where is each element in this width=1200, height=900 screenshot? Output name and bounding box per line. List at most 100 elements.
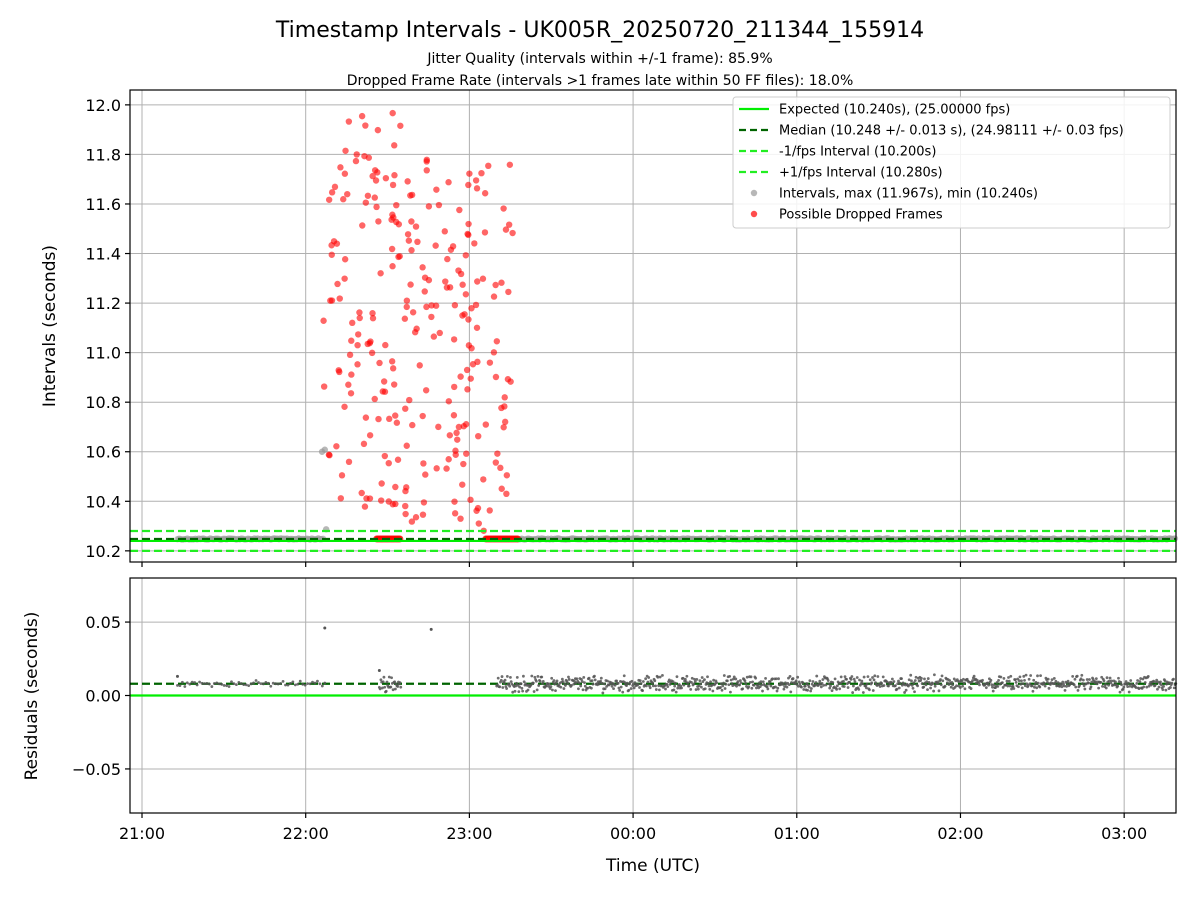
dropped-frame-point (481, 190, 489, 197)
dropped-frame-point (408, 191, 416, 199)
dropped-frame-point (342, 147, 349, 154)
residual-point (534, 679, 538, 683)
intervals-panel: 10.2 10.4 10.6 10.8 11.0 11.2 11.4 11.6 11.8 12.0… (40, 89, 1179, 567)
residual-point (1156, 687, 1159, 691)
residual-point (252, 681, 255, 685)
residual-point (699, 682, 703, 686)
dropped-frame-point (391, 172, 398, 179)
dropped-frame-point (498, 404, 505, 412)
dropped-frame-point (473, 507, 480, 514)
residual-point (185, 681, 189, 685)
dropped-frame-point (443, 465, 450, 472)
residual-point (1164, 688, 1168, 692)
residual-point (210, 685, 214, 688)
residual-point (520, 686, 524, 690)
residual-point (1109, 681, 1113, 685)
dropped-frame-point (381, 452, 389, 460)
residual-point (876, 675, 880, 678)
residual-point (1030, 684, 1034, 688)
residual-point (913, 690, 916, 694)
residual-point (689, 687, 693, 691)
residual-point (647, 676, 651, 679)
residual-point (774, 685, 777, 689)
dropped-frame-point (389, 211, 396, 218)
residual-point (932, 673, 936, 677)
residual-point (710, 683, 714, 687)
residual-point (664, 687, 667, 691)
residual-point (1038, 685, 1042, 689)
residual-point (729, 690, 732, 694)
residual-point (703, 687, 707, 691)
residual-point (1071, 674, 1075, 678)
dropped-frame-point (394, 456, 402, 463)
residual-point (513, 689, 517, 693)
dropped-frame-point (395, 221, 403, 228)
residual-point (551, 688, 554, 692)
dropped-frame-point (498, 485, 505, 492)
dropped-frame-point (402, 502, 409, 510)
dropped-frame-point (369, 315, 377, 322)
residual-point (986, 681, 990, 685)
residual-point (939, 678, 942, 681)
residual-point (700, 676, 704, 679)
residual-point (1080, 673, 1084, 677)
dropped-frame-point (421, 288, 428, 295)
residual-point (1023, 678, 1026, 682)
residual-point (1114, 680, 1117, 684)
dropped-frame-point (442, 278, 449, 285)
dropped-frame-point (372, 177, 380, 184)
residual-point (842, 679, 845, 683)
dropped-frame-point (320, 317, 327, 324)
dropped-frame-point (420, 460, 427, 467)
residual-point (674, 690, 678, 694)
dropped-frame-point (337, 495, 345, 502)
residual-point (625, 681, 629, 685)
residual-point (809, 689, 813, 693)
residual-point (583, 681, 586, 685)
residual-point (518, 685, 521, 689)
residual-point (590, 679, 594, 683)
residual-point (1152, 679, 1156, 683)
dropped-frame-point (419, 511, 427, 518)
dropped-frame-point (334, 280, 341, 288)
dropped-frame-point (374, 169, 381, 176)
residual-point (1034, 681, 1038, 684)
dropped-frame-point (391, 142, 398, 149)
dropped-frame-point (328, 297, 336, 304)
residual-point (909, 673, 913, 677)
residual-point (846, 686, 850, 689)
dropped-frame-point (473, 185, 481, 192)
residual-point (1035, 686, 1039, 690)
residual-point (853, 680, 857, 683)
x-tick-label: 02:00 (937, 824, 983, 843)
dropped-frame-point (475, 432, 482, 440)
dropped-frame-point (503, 490, 510, 498)
residual-point (696, 687, 700, 691)
residuals-y-tick-label: −0.05 (72, 760, 121, 779)
dropped-frame-point (445, 179, 452, 186)
residual-point (1088, 678, 1091, 681)
residual-point (890, 677, 894, 681)
residual-point (535, 688, 539, 692)
residual-point (760, 683, 764, 687)
residual-point (1110, 679, 1114, 683)
dropped-frame-point (461, 311, 468, 318)
residual-point (950, 680, 954, 684)
residual-point (682, 683, 686, 687)
residual-point (754, 686, 758, 690)
dropped-frame-point (388, 358, 396, 365)
residual-point (744, 681, 748, 685)
residual-point (781, 682, 785, 686)
dropped-frame-point (354, 341, 361, 349)
residual-point (599, 676, 603, 680)
intervals-y-tick-label: 11.2 (85, 294, 121, 313)
residual-point (646, 680, 650, 684)
intervals-y-tick-label: 10.4 (85, 492, 121, 511)
residual-point (1155, 678, 1159, 682)
residual-point (738, 683, 741, 687)
residual-point (547, 684, 551, 688)
dropped-frame-point (371, 395, 378, 403)
residual-point (764, 676, 767, 680)
residual-point (613, 683, 617, 687)
residual-point (997, 679, 1000, 682)
